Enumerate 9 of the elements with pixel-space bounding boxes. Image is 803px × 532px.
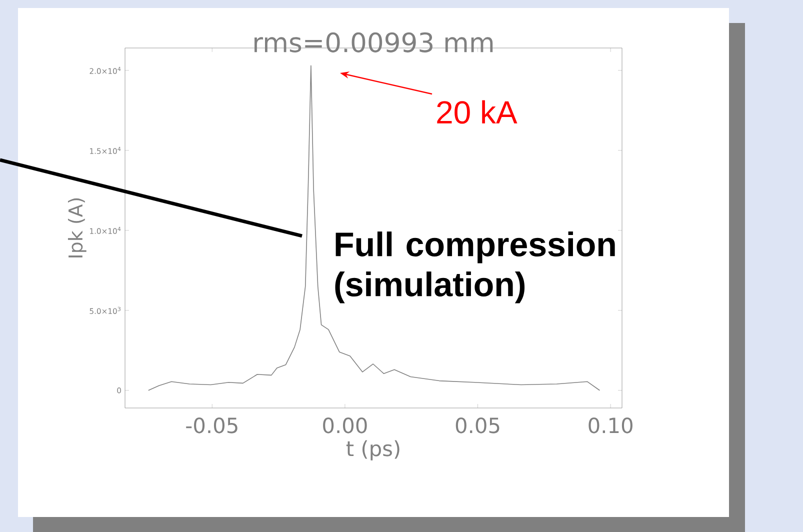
chart-title: rms=0.00993 mm bbox=[254, 32, 493, 52]
annotation: Full compression (simulation) bbox=[335, 232, 615, 304]
x-tick-label: 0.05 bbox=[456, 418, 500, 434]
x-tick-label: 0.00 bbox=[323, 418, 367, 434]
y-axis-title: Ipk (A) bbox=[68, 198, 86, 258]
annotation: 20 kA bbox=[437, 100, 518, 124]
x-tick-label: 0.10 bbox=[588, 418, 632, 434]
x-axis-title: t (ps) bbox=[346, 440, 400, 460]
x-tick-label: -0.05 bbox=[186, 418, 238, 434]
